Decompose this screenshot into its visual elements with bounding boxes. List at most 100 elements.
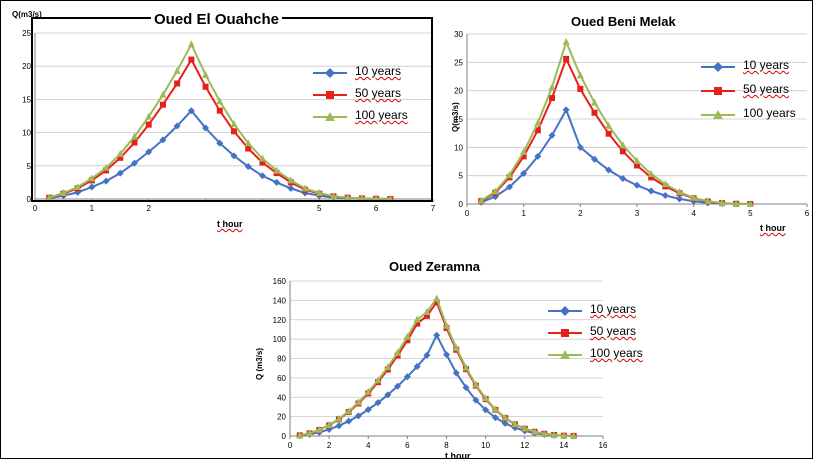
x-tick-label: 2 bbox=[578, 209, 583, 218]
y-tick-label: 80 bbox=[277, 355, 286, 364]
legend-marker-triangle bbox=[548, 350, 582, 359]
legend-marker-diamond bbox=[701, 62, 735, 72]
data-point bbox=[145, 148, 153, 156]
data-point bbox=[364, 406, 372, 414]
data-point bbox=[531, 427, 539, 435]
x-tick-label: 4 bbox=[366, 441, 371, 450]
data-point bbox=[159, 136, 167, 144]
data-point bbox=[364, 387, 372, 395]
data-point bbox=[619, 141, 627, 149]
y-tick-label: 25 bbox=[22, 29, 31, 38]
data-point bbox=[452, 369, 460, 377]
data-point bbox=[548, 83, 556, 91]
data-point bbox=[472, 380, 480, 388]
data-point bbox=[576, 71, 584, 79]
data-point bbox=[534, 152, 542, 160]
data-point bbox=[591, 109, 598, 116]
legend-label: 10 years bbox=[590, 302, 637, 316]
data-point bbox=[521, 424, 529, 432]
data-point bbox=[491, 405, 499, 413]
data-point bbox=[325, 420, 333, 428]
data-point bbox=[433, 294, 441, 302]
data-point bbox=[423, 308, 431, 315]
legend-marker-diamond bbox=[548, 306, 582, 316]
data-point bbox=[74, 183, 82, 191]
x-tick-label: 2 bbox=[146, 204, 151, 213]
data-point bbox=[619, 148, 626, 155]
data-point bbox=[335, 414, 343, 422]
x-tick-label: 4 bbox=[691, 209, 696, 218]
data-point bbox=[384, 391, 392, 399]
data-point bbox=[88, 174, 96, 182]
data-point bbox=[230, 119, 238, 127]
legend-label: 10 years bbox=[355, 64, 402, 78]
data-point bbox=[633, 156, 641, 164]
data-point bbox=[374, 399, 382, 407]
x-tick-label: 7 bbox=[431, 204, 436, 213]
legend-label: 50 years bbox=[590, 324, 637, 338]
data-point bbox=[491, 187, 499, 195]
data-point bbox=[145, 112, 153, 120]
data-point bbox=[372, 194, 380, 202]
plot-area: 0 5 10 15 20 25 30 0 1 2 3 4 5 6 bbox=[454, 30, 810, 218]
data-point bbox=[704, 197, 712, 205]
x-axis-label: t hour bbox=[760, 223, 786, 233]
data-point bbox=[273, 166, 281, 174]
data-point bbox=[661, 180, 669, 188]
data-point bbox=[187, 107, 195, 115]
legend-marker-square bbox=[313, 91, 347, 99]
data-point bbox=[423, 351, 431, 359]
data-point bbox=[259, 159, 266, 166]
y-tick-label: 140 bbox=[273, 296, 287, 305]
data-point bbox=[174, 80, 181, 87]
data-point bbox=[159, 101, 166, 108]
y-tick-label: 160 bbox=[273, 277, 287, 286]
data-point bbox=[562, 37, 570, 45]
x-axis-label: t hour bbox=[217, 219, 243, 229]
data-point bbox=[482, 394, 490, 402]
x-tick-label: 14 bbox=[559, 441, 568, 450]
data-point bbox=[549, 95, 555, 102]
data-point bbox=[358, 194, 366, 202]
x-tick-label: 6 bbox=[405, 441, 410, 450]
data-point bbox=[591, 98, 598, 106]
data-point bbox=[718, 199, 726, 207]
data-point bbox=[216, 107, 223, 114]
data-point bbox=[345, 417, 353, 425]
data-point bbox=[394, 348, 402, 356]
data-point bbox=[540, 429, 548, 437]
data-point bbox=[102, 163, 110, 171]
x-tick-label: 16 bbox=[599, 441, 608, 450]
data-point bbox=[520, 169, 528, 177]
data-point bbox=[506, 171, 513, 179]
y-tick-label: 20 bbox=[454, 87, 463, 96]
legend-label: 50 years bbox=[743, 82, 790, 96]
x-tick-label: 2 bbox=[327, 441, 332, 450]
x-tick-label: 5 bbox=[317, 204, 322, 213]
x-tick-label: 6 bbox=[374, 204, 379, 213]
x-tick-label: 8 bbox=[444, 441, 449, 450]
data-point bbox=[230, 152, 238, 160]
x-tick-label: 0 bbox=[33, 204, 38, 213]
y-tick-label: 5 bbox=[27, 162, 32, 171]
data-point bbox=[633, 181, 641, 189]
data-point bbox=[202, 124, 210, 132]
data-point bbox=[413, 362, 421, 370]
data-point bbox=[560, 431, 568, 439]
x-tick-label: 10 bbox=[481, 441, 490, 450]
y-tick-label: 0 bbox=[459, 200, 464, 209]
data-point bbox=[501, 419, 509, 427]
data-point bbox=[287, 176, 295, 184]
data-point bbox=[88, 183, 96, 191]
series-line bbox=[299, 296, 574, 437]
x-axis-label: t hour bbox=[445, 451, 471, 461]
x-tick-label: 1 bbox=[90, 204, 95, 213]
data-point bbox=[550, 431, 558, 439]
data-point bbox=[634, 162, 640, 169]
data-point bbox=[482, 406, 490, 414]
data-point bbox=[661, 192, 669, 199]
data-point bbox=[187, 40, 195, 48]
data-point bbox=[59, 189, 67, 197]
